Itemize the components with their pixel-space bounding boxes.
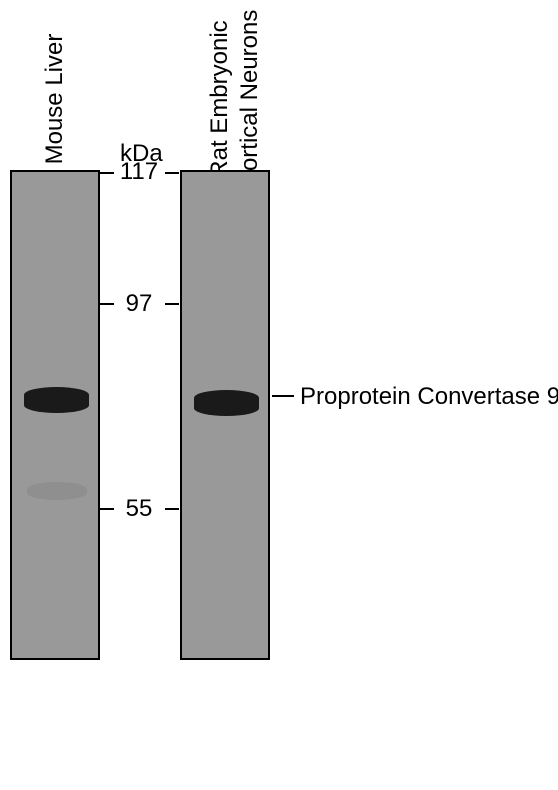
protein-label-tick (272, 395, 294, 397)
marker-tick (165, 303, 179, 305)
marker-tick (165, 508, 179, 510)
faint-band-lane1 (27, 482, 87, 500)
marker-55: 55 (114, 495, 164, 523)
protein-band-lane1 (24, 387, 89, 413)
blot-lane-1 (10, 170, 100, 660)
marker-tick (100, 508, 114, 510)
lane-1-label: Mouse Liver (41, 29, 69, 169)
marker-tick (100, 303, 114, 305)
protein-name-label: Proprotein Convertase 9 (300, 383, 558, 411)
marker-tick (100, 172, 114, 174)
marker-117: 117 (114, 158, 164, 186)
protein-band-lane2 (194, 390, 259, 416)
marker-97: 97 (114, 290, 164, 318)
marker-tick (165, 172, 179, 174)
western-blot-figure: Mouse Liver kDa Rat Embryonic Cortical N… (0, 0, 558, 790)
blot-lane-2 (180, 170, 270, 660)
